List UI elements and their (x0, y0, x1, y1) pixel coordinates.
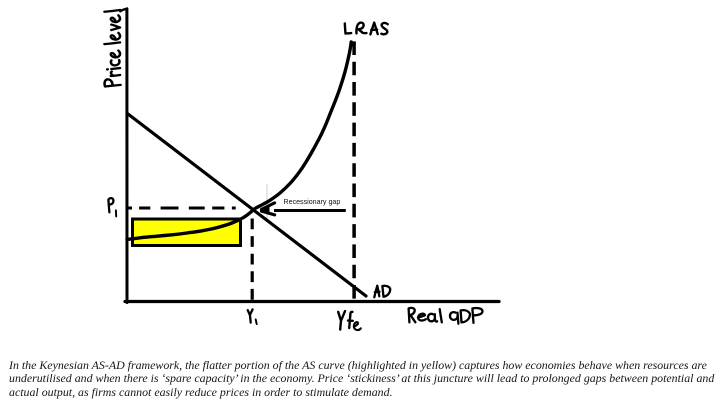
svg-text:Recessionary gap: Recessionary gap (284, 198, 341, 206)
